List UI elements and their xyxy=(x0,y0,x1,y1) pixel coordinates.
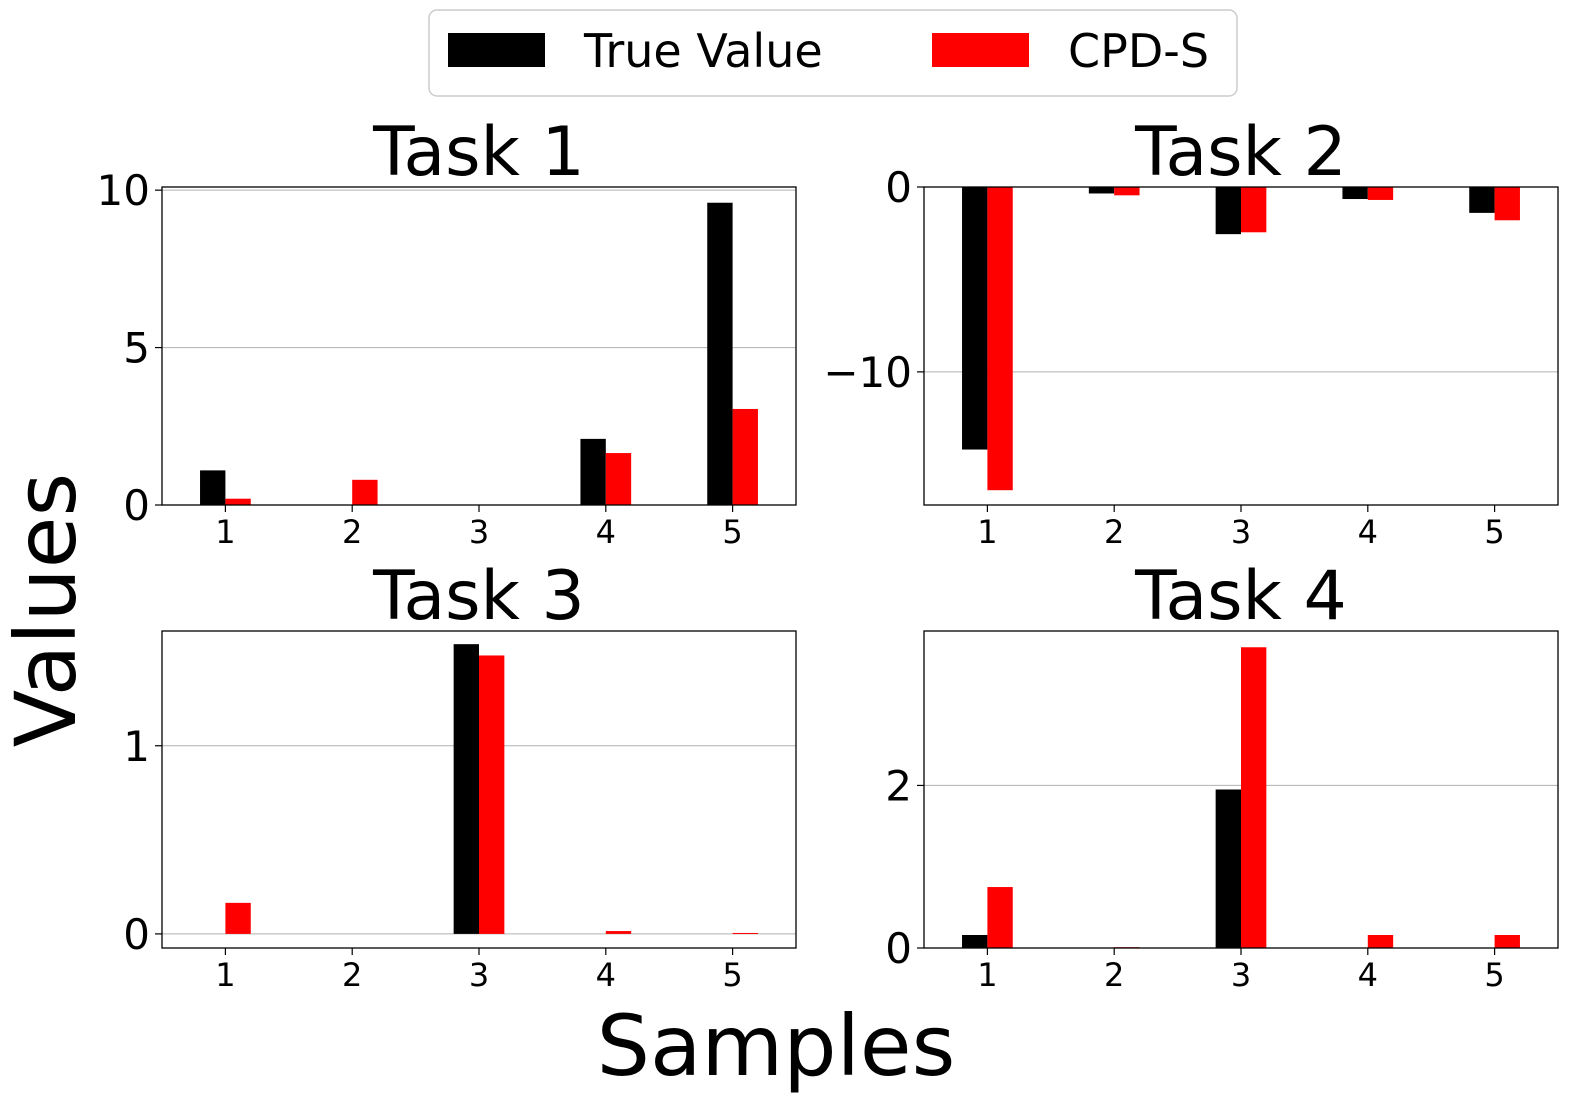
y-axis-label: Values xyxy=(0,473,95,747)
bar-cpd-s xyxy=(1367,187,1394,200)
bar-cpd-s xyxy=(987,187,1013,491)
x-tick-label: 3 xyxy=(1231,956,1251,994)
y-tick-label: 1 xyxy=(123,722,150,771)
x-tick-label: 1 xyxy=(977,513,997,551)
y-tick-label: 5 xyxy=(123,324,150,373)
x-tick-label: 3 xyxy=(469,513,489,551)
bar-cpd-s xyxy=(1494,934,1520,948)
x-tick-label: 2 xyxy=(1104,956,1124,994)
legend-label-cpd-s: CPD-S xyxy=(1068,24,1209,78)
legend-label-true-value: True Value xyxy=(583,24,823,78)
x-tick-label: 1 xyxy=(215,956,235,994)
x-tick-label: 4 xyxy=(596,513,616,551)
x-tick-label: 5 xyxy=(1484,956,1504,994)
subplot-task-1: Task 1 0 5 10 1 2 3 4 5 xyxy=(97,113,797,551)
bar-cpd-s xyxy=(1494,187,1520,221)
x-tick-label: 2 xyxy=(342,513,362,551)
x-tick-label: 5 xyxy=(722,513,742,551)
bar-cpd-s xyxy=(225,902,251,934)
subplot-title: Task 2 xyxy=(1134,113,1347,192)
subplot-task-3: Task 3 0 1 1 2 3 4 5 xyxy=(123,557,797,994)
legend: True Value CPD-S xyxy=(428,9,1238,97)
bar-cpd-s xyxy=(352,479,378,505)
bar-true-value xyxy=(962,187,988,450)
bar-true-value xyxy=(1215,789,1241,948)
x-axis-label: Samples xyxy=(597,997,956,1095)
legend-frame xyxy=(428,9,1238,97)
subplot-title: Task 4 xyxy=(1134,557,1347,636)
bar-cpd-s xyxy=(225,498,251,505)
y-tick-label: 0 xyxy=(123,481,150,530)
bar-cpd-s xyxy=(1241,647,1267,948)
subplot-task-2: Task 2 0 −10 1 2 3 4 5 xyxy=(823,113,1559,551)
subplot-title: Task 3 xyxy=(372,557,585,636)
x-tick-label: 5 xyxy=(1484,513,1504,551)
bar-cpd-s xyxy=(605,453,632,505)
y-tick-label: −10 xyxy=(823,348,912,397)
x-tick-label: 5 xyxy=(722,956,742,994)
bar-cpd-s xyxy=(1367,934,1394,948)
y-tick-label: 10 xyxy=(97,166,150,215)
y-tick-label: 0 xyxy=(123,910,150,959)
bar-cpd-s xyxy=(605,931,632,934)
bar-true-value xyxy=(200,470,226,505)
x-tick-label: 2 xyxy=(342,956,362,994)
bar-true-value xyxy=(453,644,479,934)
x-tick-label: 2 xyxy=(1104,513,1124,551)
bar-cpd-s xyxy=(732,408,758,505)
x-tick-label: 4 xyxy=(1358,513,1378,551)
bar-true-value xyxy=(1215,187,1241,235)
bar-true-value xyxy=(707,202,733,506)
bar-true-value xyxy=(580,438,606,505)
bar-cpd-s xyxy=(479,655,505,934)
bar-cpd-s xyxy=(987,887,1013,948)
legend-swatch-cpd-s xyxy=(932,33,1029,67)
axes-frame xyxy=(923,186,1559,506)
bar-true-value xyxy=(1342,187,1368,200)
y-tick-label: 0 xyxy=(885,163,912,212)
subplot-task-4: Task 4 0 2 1 2 3 4 5 xyxy=(885,557,1559,994)
x-tick-label: 4 xyxy=(596,956,616,994)
y-tick-label: 2 xyxy=(885,761,912,810)
bar-cpd-s xyxy=(1114,187,1140,196)
x-tick-label: 4 xyxy=(1358,956,1378,994)
bar-true-value xyxy=(1088,187,1115,194)
subplot-title: Task 1 xyxy=(372,113,585,192)
bar-cpd-s xyxy=(1241,187,1267,233)
axes-frame xyxy=(161,186,797,506)
x-tick-label: 1 xyxy=(977,956,997,994)
bar-true-value xyxy=(1469,187,1495,213)
x-tick-label: 3 xyxy=(1231,513,1251,551)
y-tick-label: 0 xyxy=(885,924,912,973)
bar-cpd-s xyxy=(732,932,758,934)
x-tick-label: 1 xyxy=(215,513,235,551)
x-tick-label: 3 xyxy=(469,956,489,994)
legend-swatch-true-value xyxy=(448,33,545,67)
bar-true-value xyxy=(962,934,988,948)
